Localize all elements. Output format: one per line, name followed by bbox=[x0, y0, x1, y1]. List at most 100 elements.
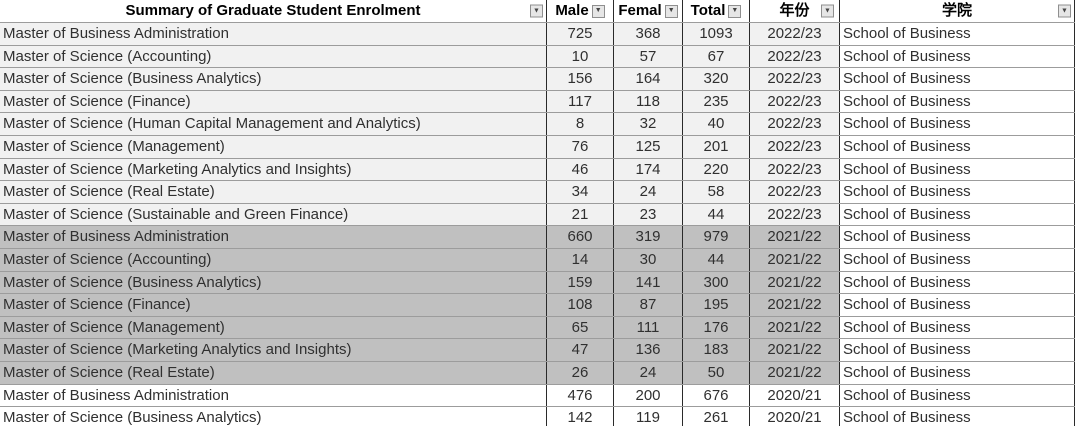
cell-school[interactable]: School of Business bbox=[840, 45, 1075, 68]
cell-total[interactable]: 201 bbox=[683, 135, 750, 158]
cell-total[interactable]: 676 bbox=[683, 384, 750, 407]
cell-year[interactable]: 2021/22 bbox=[750, 316, 840, 339]
cell-total[interactable]: 183 bbox=[683, 339, 750, 361]
cell-male[interactable]: 159 bbox=[547, 271, 614, 294]
cell-school[interactable]: School of Business bbox=[840, 181, 1075, 203]
cell-program[interactable]: Master of Science (Marketing Analytics a… bbox=[0, 339, 547, 361]
cell-total[interactable]: 50 bbox=[683, 361, 750, 384]
cell-female[interactable]: 125 bbox=[614, 135, 683, 158]
cell-male[interactable]: 10 bbox=[547, 45, 614, 68]
cell-male[interactable]: 14 bbox=[547, 248, 614, 271]
header-cell-school[interactable]: 学院 ▼ bbox=[840, 0, 1075, 22]
cell-school[interactable]: School of Business bbox=[840, 203, 1075, 226]
cell-male[interactable]: 21 bbox=[547, 203, 614, 226]
cell-year[interactable]: 2021/22 bbox=[750, 226, 840, 248]
cell-male[interactable]: 142 bbox=[547, 407, 614, 426]
cell-female[interactable]: 319 bbox=[614, 226, 683, 248]
filter-dropdown-icon[interactable]: ▼ bbox=[591, 4, 605, 18]
cell-program[interactable]: Master of Business Administration bbox=[0, 23, 547, 45]
cell-program[interactable]: Master of Science (Accounting) bbox=[0, 248, 547, 271]
cell-male[interactable]: 34 bbox=[547, 181, 614, 203]
header-cell-year[interactable]: 年份 ▼ bbox=[750, 0, 840, 22]
cell-total[interactable]: 44 bbox=[683, 248, 750, 271]
cell-male[interactable]: 660 bbox=[547, 226, 614, 248]
cell-school[interactable]: School of Business bbox=[840, 361, 1075, 384]
cell-male[interactable]: 46 bbox=[547, 158, 614, 181]
cell-year[interactable]: 2021/22 bbox=[750, 271, 840, 294]
filter-dropdown-icon[interactable]: ▼ bbox=[821, 4, 834, 18]
header-cell-program[interactable]: Summary of Graduate Student Enrolment ▼ bbox=[0, 0, 547, 22]
cell-female[interactable]: 119 bbox=[614, 407, 683, 426]
cell-program[interactable]: Master of Science (Real Estate) bbox=[0, 181, 547, 203]
cell-male[interactable]: 156 bbox=[547, 68, 614, 90]
cell-total[interactable]: 1093 bbox=[683, 23, 750, 45]
cell-school[interactable]: School of Business bbox=[840, 384, 1075, 407]
cell-total[interactable]: 58 bbox=[683, 181, 750, 203]
cell-school[interactable]: School of Business bbox=[840, 407, 1075, 426]
cell-male[interactable]: 725 bbox=[547, 23, 614, 45]
cell-total[interactable]: 235 bbox=[683, 90, 750, 113]
filter-dropdown-icon[interactable]: ▼ bbox=[1058, 4, 1071, 18]
cell-year[interactable]: 2022/23 bbox=[750, 181, 840, 203]
cell-program[interactable]: Master of Science (Business Analytics) bbox=[0, 68, 547, 90]
cell-male[interactable]: 476 bbox=[547, 384, 614, 407]
cell-school[interactable]: School of Business bbox=[840, 135, 1075, 158]
cell-female[interactable]: 164 bbox=[614, 68, 683, 90]
cell-school[interactable]: School of Business bbox=[840, 339, 1075, 361]
cell-male[interactable]: 47 bbox=[547, 339, 614, 361]
cell-program[interactable]: Master of Science (Business Analytics) bbox=[0, 271, 547, 294]
cell-female[interactable]: 30 bbox=[614, 248, 683, 271]
cell-female[interactable]: 57 bbox=[614, 45, 683, 68]
cell-program[interactable]: Master of Science (Management) bbox=[0, 316, 547, 339]
cell-year[interactable]: 2020/21 bbox=[750, 407, 840, 426]
cell-school[interactable]: School of Business bbox=[840, 23, 1075, 45]
cell-school[interactable]: School of Business bbox=[840, 316, 1075, 339]
cell-program[interactable]: Master of Science (Accounting) bbox=[0, 45, 547, 68]
cell-male[interactable]: 76 bbox=[547, 135, 614, 158]
cell-year[interactable]: 2022/23 bbox=[750, 158, 840, 181]
cell-year[interactable]: 2022/23 bbox=[750, 23, 840, 45]
cell-male[interactable]: 26 bbox=[547, 361, 614, 384]
cell-total[interactable]: 220 bbox=[683, 158, 750, 181]
cell-total[interactable]: 40 bbox=[683, 113, 750, 135]
cell-year[interactable]: 2022/23 bbox=[750, 45, 840, 68]
cell-total[interactable]: 44 bbox=[683, 203, 750, 226]
cell-program[interactable]: Master of Science (Marketing Analytics a… bbox=[0, 158, 547, 181]
cell-school[interactable]: School of Business bbox=[840, 248, 1075, 271]
cell-female[interactable]: 174 bbox=[614, 158, 683, 181]
cell-total[interactable]: 195 bbox=[683, 294, 750, 316]
cell-year[interactable]: 2022/23 bbox=[750, 135, 840, 158]
cell-female[interactable]: 200 bbox=[614, 384, 683, 407]
cell-male[interactable]: 117 bbox=[547, 90, 614, 113]
cell-year[interactable]: 2021/22 bbox=[750, 294, 840, 316]
cell-year[interactable]: 2022/23 bbox=[750, 203, 840, 226]
cell-female[interactable]: 141 bbox=[614, 271, 683, 294]
cell-female[interactable]: 32 bbox=[614, 113, 683, 135]
cell-year[interactable]: 2021/22 bbox=[750, 248, 840, 271]
cell-female[interactable]: 24 bbox=[614, 181, 683, 203]
cell-program[interactable]: Master of Science (Finance) bbox=[0, 90, 547, 113]
cell-program[interactable]: Master of Science (Finance) bbox=[0, 294, 547, 316]
cell-year[interactable]: 2022/23 bbox=[750, 90, 840, 113]
cell-male[interactable]: 65 bbox=[547, 316, 614, 339]
cell-program[interactable]: Master of Science (Management) bbox=[0, 135, 547, 158]
cell-school[interactable]: School of Business bbox=[840, 113, 1075, 135]
cell-school[interactable]: School of Business bbox=[840, 294, 1075, 316]
cell-female[interactable]: 24 bbox=[614, 361, 683, 384]
cell-total[interactable]: 979 bbox=[683, 226, 750, 248]
cell-program[interactable]: Master of Science (Sustainable and Green… bbox=[0, 203, 547, 226]
cell-female[interactable]: 118 bbox=[614, 90, 683, 113]
cell-total[interactable]: 320 bbox=[683, 68, 750, 90]
cell-female[interactable]: 368 bbox=[614, 23, 683, 45]
cell-total[interactable]: 176 bbox=[683, 316, 750, 339]
cell-male[interactable]: 8 bbox=[547, 113, 614, 135]
cell-year[interactable]: 2022/23 bbox=[750, 68, 840, 90]
header-cell-total[interactable]: Total ▼ bbox=[683, 0, 750, 22]
cell-year[interactable]: 2022/23 bbox=[750, 113, 840, 135]
cell-total[interactable]: 261 bbox=[683, 407, 750, 426]
cell-female[interactable]: 111 bbox=[614, 316, 683, 339]
cell-male[interactable]: 108 bbox=[547, 294, 614, 316]
header-cell-male[interactable]: Male ▼ bbox=[547, 0, 614, 22]
cell-school[interactable]: School of Business bbox=[840, 90, 1075, 113]
cell-school[interactable]: School of Business bbox=[840, 271, 1075, 294]
